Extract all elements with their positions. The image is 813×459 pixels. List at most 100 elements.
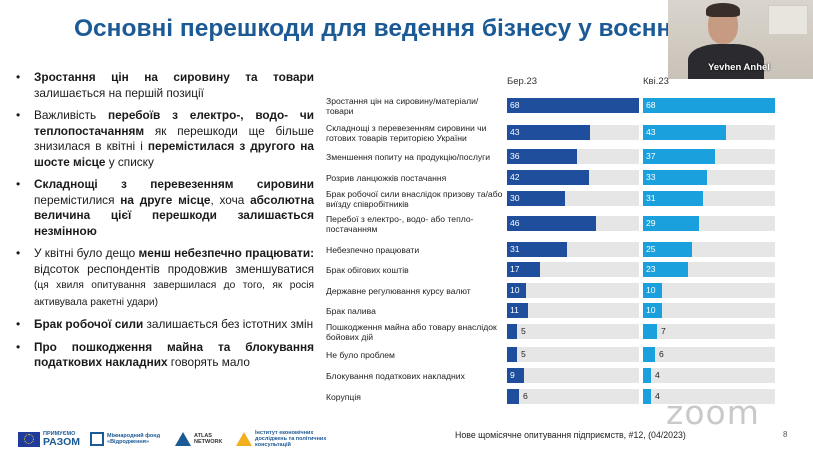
- bar-track: [507, 98, 639, 113]
- category-label: Корупція: [326, 391, 361, 402]
- bar-apr23: [643, 149, 715, 164]
- bullet-text: Важливість: [34, 108, 108, 122]
- bar-track: [643, 324, 775, 339]
- data-label: 6: [523, 391, 528, 401]
- logo-ier: Інститут економічних досліджень та політ…: [236, 430, 329, 448]
- bar-track: [507, 125, 639, 140]
- participant-body: [688, 44, 764, 79]
- chart-row: Пошкодження майна або товару внаслідок б…: [0, 322, 813, 342]
- bar-track: [507, 242, 639, 257]
- bullet-item: • Важливість перебоїв з електро-, водо- ч…: [14, 108, 314, 170]
- bar-apr23: [643, 324, 657, 339]
- bar-track: [643, 283, 775, 298]
- survey-caption: Нове щомісячне опитування підприємств, #…: [455, 430, 686, 440]
- bullet-dot: •: [16, 177, 21, 191]
- bullet-item: • Зростання цін на сировину та товари зал…: [14, 70, 314, 101]
- data-label: 4: [655, 370, 660, 380]
- chart-row: Брак палива 11 10: [0, 301, 813, 321]
- bar-apr23: [643, 389, 651, 404]
- bar-track: [643, 368, 775, 383]
- bar-track: [643, 170, 775, 185]
- bar-track: [643, 242, 775, 257]
- chart-row: Брак обігових коштів 17 23: [0, 260, 813, 280]
- bullet-dot: •: [16, 108, 21, 122]
- chart-row: Брак робочої сили внаслідок призову та/а…: [0, 189, 813, 209]
- bar-apr23: [643, 242, 692, 257]
- bullet-text: Складнощі з перевезенням сировини: [34, 177, 314, 191]
- data-label: 43: [510, 127, 520, 137]
- bullet-item: • Складнощі з перевезенням сировини перем…: [14, 177, 314, 239]
- logo-irf: Міжнародний фонд «Відродження»: [90, 432, 165, 446]
- bullet-text: перебоїв з електро-, водо- чи теплопоста…: [34, 108, 314, 138]
- bar-track: [643, 125, 775, 140]
- bar-track: [507, 347, 639, 362]
- bar-track: [643, 262, 775, 277]
- bar-mar23: [507, 125, 590, 140]
- chart-row: Складнощі з перевезенням сировини чи гот…: [0, 123, 813, 143]
- bar-track: [507, 368, 639, 383]
- bar-track: [507, 216, 639, 231]
- irf-square-icon: [90, 432, 105, 446]
- bullet-item: • Про пошкодження майна та блокування под…: [14, 340, 314, 371]
- bullet-dot: •: [16, 70, 21, 84]
- data-label: 4: [655, 391, 660, 401]
- bar-apr23: [643, 283, 662, 298]
- category-label: Пошкодження майна або товару внаслідок б…: [326, 321, 497, 343]
- bar-apr23: [643, 303, 662, 318]
- data-label: 25: [646, 244, 656, 254]
- bullet-list: • Зростання цін на сировину та товари зал…: [14, 70, 314, 378]
- participant-video[interactable]: Yevhen Anhel: [668, 0, 813, 79]
- data-label: 68: [510, 100, 520, 110]
- data-label: 23: [646, 264, 656, 274]
- bar-apr23: [643, 216, 699, 231]
- logo-eu-sub: РАЗОМ: [43, 436, 81, 448]
- data-label: 37: [646, 151, 656, 161]
- bar-apr23: [643, 262, 688, 277]
- bar-track: [507, 262, 639, 277]
- bullet-dot: •: [16, 339, 21, 354]
- bar-mar23: [507, 368, 524, 383]
- bullet-text: відсоток респондентів продовжив зменшува…: [34, 261, 314, 276]
- ier-triangle-icon: [236, 432, 253, 446]
- page-number: 8: [783, 430, 788, 439]
- category-label: Зростання цін на сировину/матеріали/това…: [326, 95, 479, 117]
- bar-track: [643, 389, 775, 404]
- legend-mar23: Бер.23: [507, 76, 538, 87]
- data-label: 11: [510, 305, 519, 315]
- data-label: 7: [661, 326, 666, 336]
- bar-apr23: [643, 170, 707, 185]
- bullet-item: • У квітні було дещо менш небезпечно прац…: [14, 246, 314, 310]
- category-label: Перебої з електро-, водо- або тепло-пост…: [326, 213, 474, 235]
- bullet-item: • Брак робочої сили залишається без істот…: [14, 317, 314, 333]
- bar-mar23: [507, 149, 577, 164]
- bar-mar23: [507, 242, 567, 257]
- logo-atlas: ATLAS NETWORK: [175, 432, 226, 446]
- bullet-text: у списку: [105, 154, 154, 169]
- bullet-text: абсолютна величина цієї перешкоди залиша…: [34, 192, 315, 238]
- bar-track: [507, 303, 639, 318]
- chart-row: Зростання цін на сировину/матеріали/това…: [0, 96, 813, 116]
- eu-flag-icon: [18, 431, 40, 447]
- bullet-text: говорять мало: [167, 355, 250, 369]
- bar-track: [507, 149, 639, 164]
- bar-track: [507, 191, 639, 206]
- data-label: 10: [510, 285, 520, 295]
- category-label: Брак обігових коштів: [326, 264, 409, 275]
- data-label: 42: [510, 172, 520, 182]
- bar-mar23: [507, 347, 517, 362]
- bullet-text: на друге місце: [120, 192, 211, 207]
- category-label: Брак робочої сили внаслідок призову та/а…: [326, 188, 503, 210]
- bar-apr23: [643, 347, 655, 362]
- slide-title: Основні перешкоди для ведення бізнесу у …: [74, 15, 702, 42]
- data-label: 10: [646, 285, 656, 295]
- bullet-text: У квітні було дещо: [34, 246, 139, 260]
- bullet-text: Про пошкодження майна та блокування пода…: [34, 339, 314, 370]
- chart-row: Блокування податкових накладних 9 4: [0, 366, 813, 386]
- chart-row: Зменшення попиту на продукцію/послуги 36 3…: [0, 147, 813, 167]
- bullet-text: Брак робочої сили: [34, 317, 144, 331]
- bullet-text: перемістилися: [34, 192, 121, 207]
- chart-row: Небезпечно працювати 31 25: [0, 240, 813, 260]
- data-label: 30: [510, 193, 520, 203]
- bar-track: [643, 149, 775, 164]
- bullet-dot: •: [16, 317, 21, 331]
